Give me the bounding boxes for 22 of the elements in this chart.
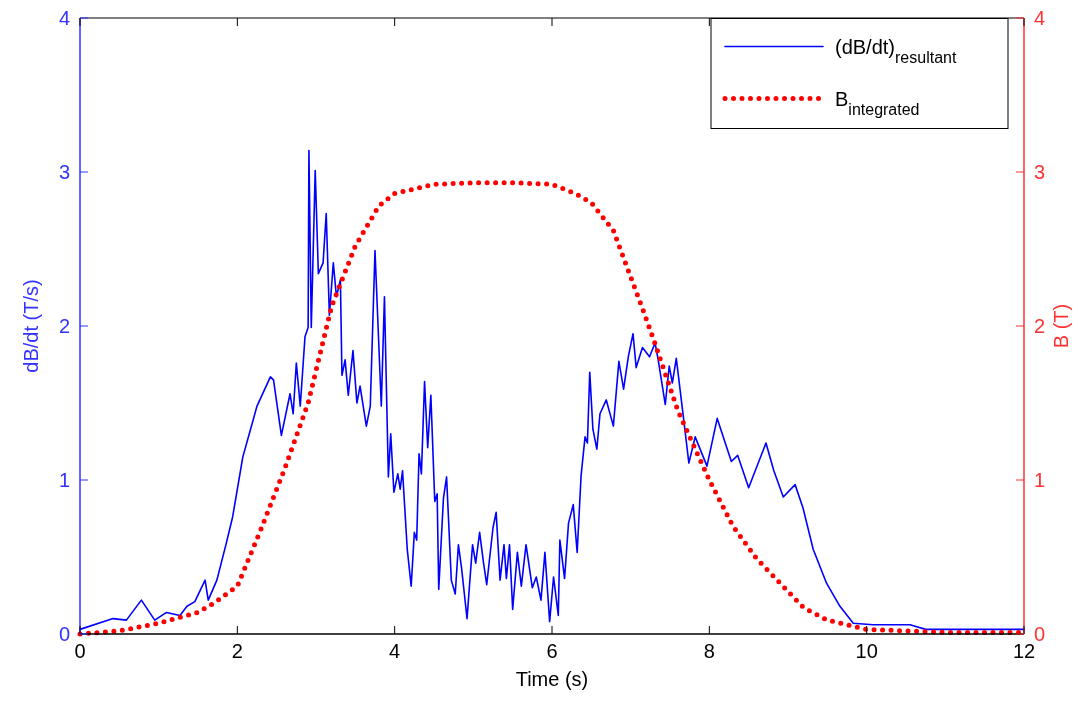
x-tick-label: 4 <box>389 640 401 662</box>
y-tick-label: 3 <box>58 161 70 183</box>
y-tick-label: 4 <box>58 7 70 29</box>
y2-tick-label: 3 <box>1034 161 1046 183</box>
y2-tick-label: 1 <box>1034 469 1046 491</box>
y-tick-label: 0 <box>58 623 70 645</box>
y-axis-title: dB/dt (T/s) <box>20 279 42 373</box>
y2-axis-title: B (T) <box>1050 303 1072 349</box>
legend-label: (dB/dt)$_{resultant}$ <box>835 35 957 65</box>
y-tick-label: 2 <box>58 315 70 337</box>
x-axis-title: Time (s) <box>515 668 589 690</box>
y2-tick-label: 0 <box>1034 623 1046 645</box>
x-tick-label: 12 <box>1012 640 1036 662</box>
x-tick-label: 8 <box>703 640 715 662</box>
y-tick-label: 1 <box>58 469 70 491</box>
x-tick-label: 6 <box>546 640 558 662</box>
x-tick-label: 0 <box>74 640 86 662</box>
legend-label: B$_{integrated}$ <box>835 87 920 117</box>
x-tick-label: 2 <box>231 640 243 662</box>
y2-tick-label: 2 <box>1034 315 1046 337</box>
x-tick-label: 10 <box>855 640 878 662</box>
y2-tick-label: 4 <box>1034 7 1046 29</box>
